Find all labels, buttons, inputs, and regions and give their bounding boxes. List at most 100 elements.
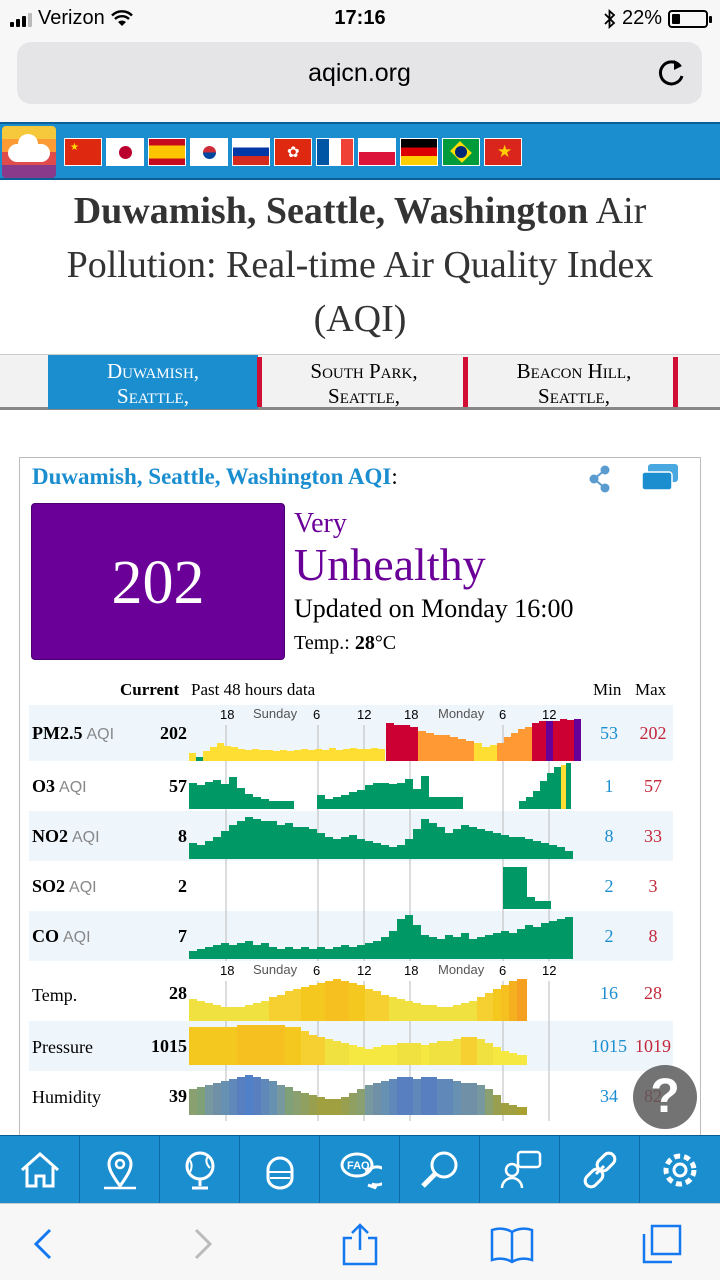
bookmarks-icon[interactable] [490,1222,534,1266]
temp-label: Temp.: [294,632,355,654]
tab-beacon-hill[interactable]: Beacon Hill, Seattle, [474,355,678,409]
row-max: 8 [648,926,658,946]
flag-poland-icon[interactable] [358,138,396,166]
tab-label-line2: Seattle, [328,384,400,408]
axis-tick: 12 [542,963,556,978]
updated-time: Updated on Monday 16:00 [294,594,574,623]
title-line2: Pollution: Real-time Air Quality Index [66,244,654,286]
humidity-chart[interactable] [189,1071,589,1121]
share-icon[interactable] [585,464,615,494]
forward-icon[interactable] [180,1222,224,1266]
aqi-value-box: 202 [31,503,285,660]
nav-mask-button[interactable] [240,1136,320,1204]
nav-link-button[interactable] [560,1136,640,1204]
tab-duwamish[interactable]: Duwamish, Seattle, [48,355,262,409]
temp-value: 28 [354,632,375,654]
row-max: 1019 [635,1036,671,1056]
url-field[interactable]: aqicn.org [17,42,702,104]
tab-separator [257,357,262,407]
axis-tick: 12 [357,963,371,978]
tab-label-line1: Duwamish, [106,359,200,383]
flag-spain-icon[interactable] [148,138,186,166]
back-icon[interactable] [22,1222,66,1266]
row-name: PM2.5 [32,723,83,743]
pressure-chart[interactable] [189,1021,589,1071]
so2-chart[interactable] [189,861,589,911]
axis-day: Monday [438,706,485,721]
battery-percent: 22% [621,7,662,29]
tabs-icon[interactable] [640,1222,684,1266]
row-temp: Temp. 28 18 Sunday 6 12 18 Monday 6 12 1… [29,961,673,1021]
row-pressure: Pressure 1015 1015 1019 [29,1021,673,1071]
header-past-48h: Past 48 hours data [191,680,316,699]
axis-day: Sunday [253,962,298,977]
svg-text:FAQ: FAQ [347,1160,370,1172]
row-min: 53 [600,723,618,743]
nav-settings-button[interactable] [640,1136,720,1204]
header-current: Current [120,680,180,699]
temp-chart[interactable]: 18 Sunday 6 12 18 Monday 6 12 [189,961,589,1021]
reload-icon[interactable] [654,56,688,90]
card-title-text[interactable]: Duwamish, Seattle, Washington AQI [32,464,392,489]
face-mask-icon [266,1156,294,1190]
row-min: 34 [600,1086,618,1106]
axis-tick: 18 [220,707,234,722]
nav-globe-button[interactable] [160,1136,240,1204]
co-chart[interactable] [189,911,589,961]
row-label: SO2 AQI [32,876,97,897]
pressure-bars [189,1025,527,1065]
row-max: 3 [648,876,658,896]
url-text: aqicn.org [308,59,411,87]
header-max: Max [635,680,667,699]
nav-map-button[interactable] [80,1136,160,1204]
browser-toolbar [0,1203,720,1280]
tab-label-line1: Beacon Hill, [516,359,632,383]
no2-chart[interactable] [189,811,589,861]
row-name: Temp. [32,985,78,1005]
map-pin-icon [104,1151,136,1190]
carrier-label: Verizon [38,7,105,29]
flag-vietnam-icon[interactable]: ★ [484,138,522,166]
battery-area: 22% [604,7,712,30]
row-unit: AQI [86,726,115,743]
aqicn-logo[interactable] [2,126,56,178]
flag-japan-icon[interactable] [106,138,144,166]
flag-hongkong-icon[interactable]: ✿ [274,138,312,166]
help-button[interactable]: ? [633,1065,697,1129]
axis-tick: 12 [542,707,556,722]
nav-search-button[interactable] [400,1136,480,1204]
language-flag-bar: ★ ✿ ★ [0,122,720,180]
no2-bars [189,817,573,859]
nav-home-button[interactable] [0,1136,80,1204]
home-icon [21,1151,59,1188]
browser-address-bar: aqicn.org [0,38,720,122]
widget-icon[interactable] [640,462,680,494]
row-min: 1 [604,776,614,796]
row-max: 57 [644,776,662,796]
title-station: Duwamish, Seattle, Washington [73,190,589,232]
axis-tick: 6 [313,963,320,978]
chat-person-icon [500,1150,542,1189]
tab-south-park[interactable]: South Park, Seattle, [264,355,468,409]
axis-tick: 6 [499,963,506,978]
so2-bars [503,867,551,909]
flag-korea-icon[interactable] [190,138,228,166]
row-label: Humidity [32,1087,101,1108]
title-line3: (AQI) [313,298,407,340]
flag-china-icon[interactable]: ★ [64,138,102,166]
aqi-level: Unhealthy [294,539,486,590]
temp-bars [189,979,527,1021]
row-min: 2 [604,876,614,896]
pm25-chart[interactable]: 18 Sunday 6 12 18 Monday 6 12 [189,705,589,761]
o3-chart[interactable] [189,761,589,811]
flag-russia-icon[interactable] [232,138,270,166]
share-sheet-icon[interactable] [338,1222,382,1266]
flag-brazil-icon[interactable] [442,138,480,166]
row-name: Humidity [32,1087,102,1107]
flag-germany-icon[interactable] [400,138,438,166]
row-no2: NO2 AQI 8 8 33 [29,811,673,861]
flag-france-icon[interactable] [316,138,354,166]
temperature-line: Temp.: 28°C [294,632,396,655]
nav-faq-button[interactable]: FAQ [320,1136,400,1204]
nav-contact-button[interactable] [480,1136,560,1204]
